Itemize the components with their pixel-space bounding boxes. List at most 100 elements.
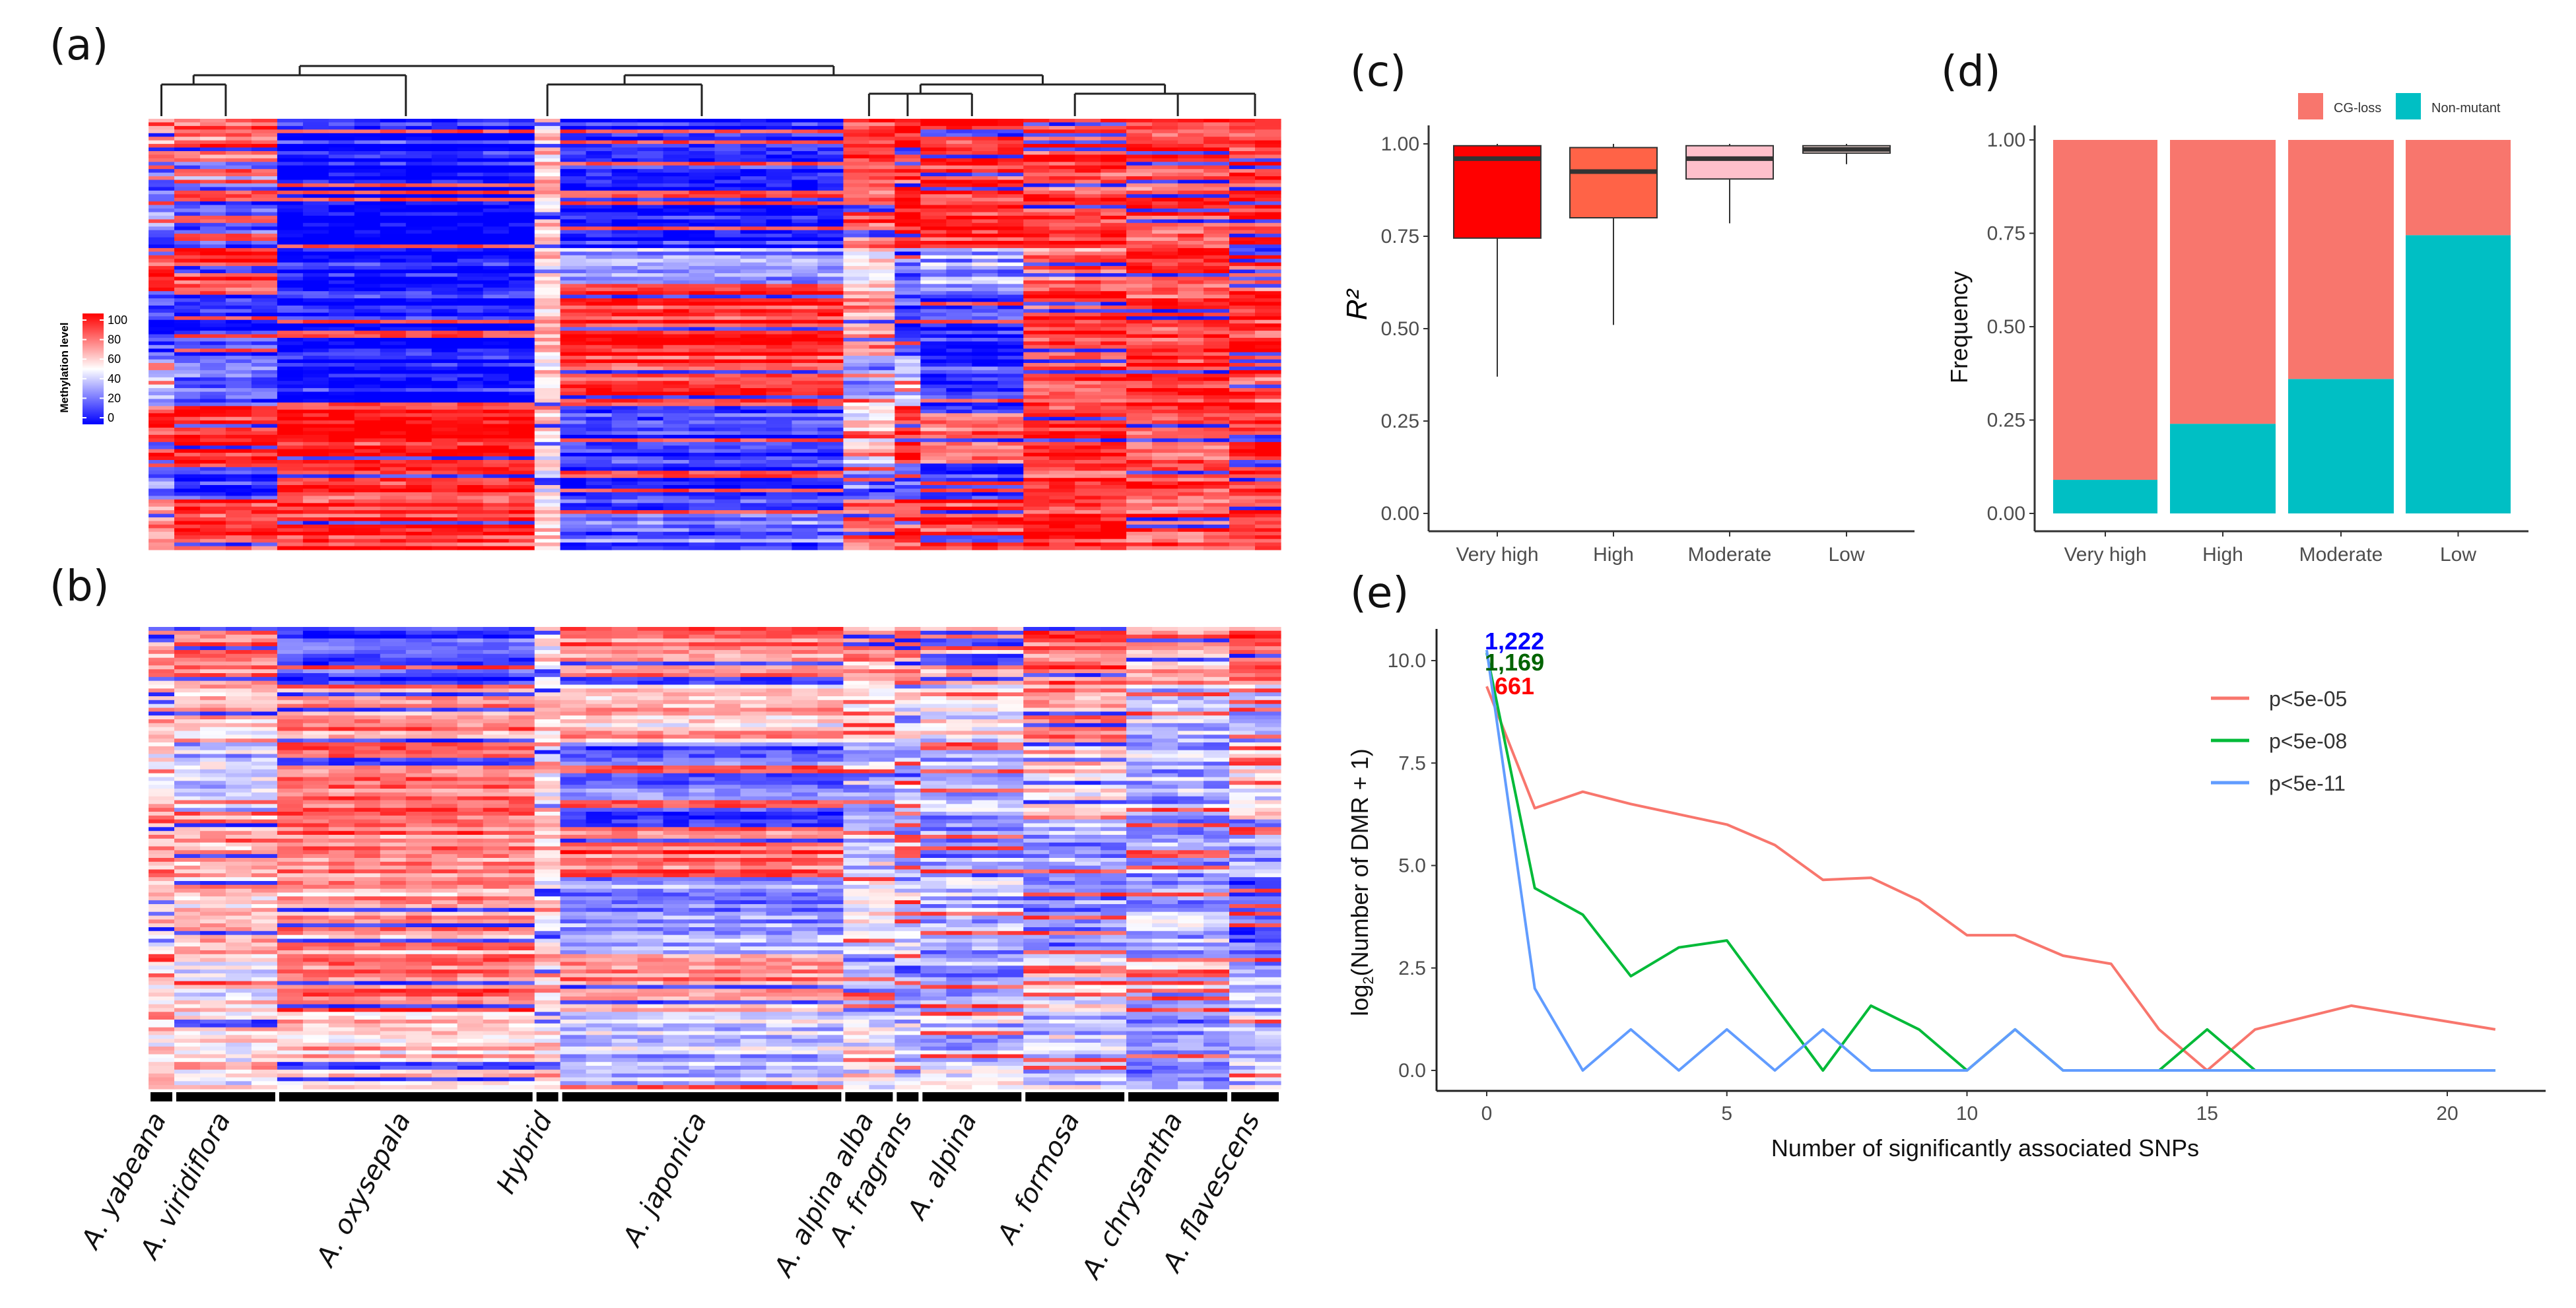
heatmap-cell [431,456,458,461]
heatmap-cell [1049,467,1075,471]
heatmap-cell [174,524,201,529]
heatmap-cell [405,460,432,464]
heatmap-cell [354,374,381,378]
heatmap-cell [1049,513,1075,518]
heatmap-cell [843,391,869,396]
heatmap-cell [920,222,947,227]
heatmap-cell [663,467,690,471]
heatmap-cell [457,503,484,507]
heatmap-cell [920,302,947,306]
heatmap-cell [225,384,252,389]
heatmap-cell [586,158,613,162]
heatmap-cell [766,298,793,303]
heatmap-cell [714,402,741,407]
heatmap-cell [586,119,613,123]
heatmap-cell [225,162,252,166]
heatmap-cell [302,209,329,213]
heatmap-cell [998,273,1024,277]
heatmap-cell [380,481,407,486]
heatmap-cell [534,377,561,381]
heatmap-cell [483,209,510,213]
heatmap-cell [1152,492,1178,496]
heatmap-cell [663,463,690,468]
heatmap-cell [740,441,767,446]
heatmap-cell [895,294,921,299]
heatmap-cell [1203,266,1230,271]
heatmap-cell [766,413,793,418]
heatmap-cell [302,513,329,518]
heatmap-cell [714,205,741,209]
heatmap-cell [586,247,613,252]
heatmap-cell [920,406,947,410]
heatmap-cell [328,348,355,353]
heatmap-cell [637,431,664,436]
heatmap-cell [972,388,998,393]
heatmap-cell [998,319,1024,324]
heatmap-cell [714,438,741,443]
heatmap-cell [1152,488,1178,493]
heatmap-cell [611,420,638,425]
heatmap-cell [998,137,1024,141]
heatmap-cell [174,244,201,249]
heatmap-cell [457,197,484,202]
heatmap-cell [560,517,587,521]
heatmap-cell [586,348,613,353]
heatmap-cell [972,316,998,321]
heatmap-cell [817,424,844,428]
heatmap-cell [998,140,1024,145]
heatmap-cell [431,503,458,507]
heatmap-cell [1126,244,1153,249]
heatmap-cell [792,241,818,245]
heatmap-cell [1203,406,1230,410]
heatmap-cell [1049,234,1075,238]
heatmap-cell [508,445,535,450]
heatmap-cell [586,151,613,155]
heatmap-cell [895,377,921,381]
heatmap-cell [1178,395,1204,399]
heatmap-cell [663,183,690,187]
heatmap-cell [1152,334,1178,339]
heatmap-cell [328,222,355,227]
heatmap-cell [1178,323,1204,328]
heatmap-cell [1203,453,1230,457]
heatmap-cell [586,474,613,478]
heatmap-cell [611,129,638,134]
heatmap-cell [895,215,921,220]
heatmap-cell [405,187,432,191]
heatmap-cell [560,445,587,450]
heatmap-cell [251,219,278,224]
heatmap-cell [405,323,432,328]
heatmap-cell [483,190,510,195]
heatmap-cell [1075,140,1101,145]
heatmap-cell [457,406,484,410]
heatmap-cell [534,144,561,148]
heatmap-cell [1255,428,1281,432]
heatmap-cell [1126,201,1153,206]
heatmap-cell [1101,306,1127,310]
heatmap-cell [946,428,972,432]
heatmap-cell [1126,162,1153,166]
heatmap-cell [637,280,664,284]
heatmap-cell [405,316,432,321]
heatmap-cell [998,456,1024,461]
heatmap-cell [174,140,201,145]
heatmap-cell [277,215,304,220]
heatmap-cell [174,434,201,439]
heatmap-cell [740,266,767,271]
heatmap-cell [1049,406,1075,410]
heatmap-cell [380,165,407,170]
heatmap-cell [483,162,510,166]
heatmap-cell [740,162,767,166]
heatmap-cell [1126,517,1153,521]
heatmap-cell [817,481,844,486]
heatmap-cell [946,209,972,213]
heatmap-cell [843,230,869,234]
heatmap-cell [637,402,664,407]
heatmap-cell [1255,298,1281,303]
heatmap-cell [998,384,1024,389]
heatmap-cell [946,219,972,224]
heatmap-cell [714,416,741,421]
heatmap-cell [560,334,587,339]
heatmap-cell [1126,172,1153,177]
heatmap-cell [843,488,869,493]
